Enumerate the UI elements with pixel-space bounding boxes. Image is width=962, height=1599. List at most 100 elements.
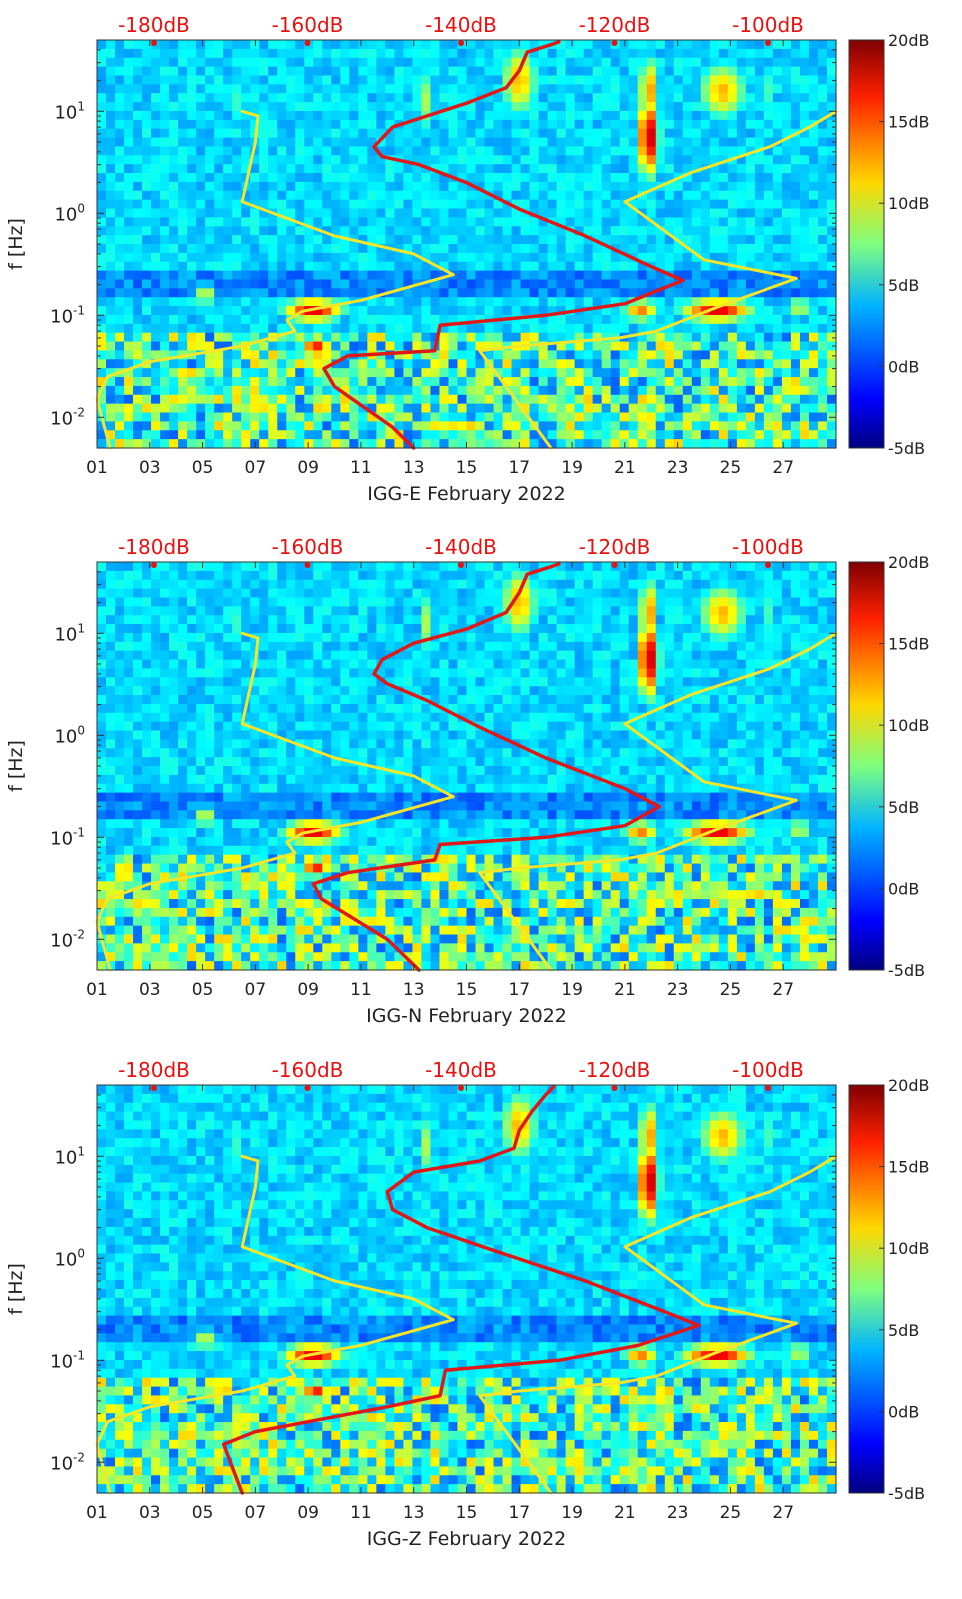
heatmap-cell [394,261,405,272]
heatmap-cell [223,757,233,767]
heatmap-cell [412,359,423,369]
heatmap-cell [790,270,801,281]
heatmap-cell [151,368,161,378]
heatmap-cell [826,421,837,431]
heatmap-cell [169,579,179,590]
heatmap-cell [583,66,594,77]
heatmap-cell [646,323,657,334]
heatmap-cell [277,801,287,811]
heatmap-cell [232,721,242,732]
heatmap-cell [565,110,576,121]
heatmap-cell [349,66,359,77]
heatmap-cell [169,252,179,263]
heatmap-cell [502,110,513,121]
heatmap-cell [97,439,107,449]
heatmap-cell [214,748,224,758]
heatmap-cell [196,261,206,272]
heatmap-cell [556,146,567,156]
heatmap-cell [313,297,323,307]
heatmap-cell [817,181,828,192]
heatmap-cell [376,288,386,298]
heatmap-cell [241,359,251,369]
heatmap-cell [610,146,621,156]
heatmap-cell [286,641,296,652]
heatmap-cell [241,934,251,944]
heatmap-cell [241,93,251,103]
heatmap-cell [781,110,792,121]
heatmap-cell [700,332,711,343]
heatmap-cell [421,57,432,68]
heatmap-cell [151,439,161,449]
heatmap-cell [763,66,774,77]
heatmap-cell [808,252,819,263]
heatmap-cell [160,943,170,953]
heatmap-cell [754,57,765,68]
heatmap-cell [808,102,819,112]
heatmap-cell [826,244,837,254]
heatmap-cell [610,288,621,298]
heatmap-cell [169,686,179,696]
heatmap-cell [151,110,161,121]
heatmap-cell [601,93,612,103]
heatmap-cell [106,854,116,865]
heatmap-cell [610,341,621,352]
heatmap-cell [349,75,359,85]
heatmap-cell [799,128,810,139]
heatmap-cell [214,190,224,201]
heatmap-cell [169,792,179,803]
heatmap-cell [223,368,233,378]
heatmap-cell [295,588,305,599]
heatmap-cell [403,146,414,156]
heatmap-cell [304,155,314,165]
heatmap-cell [439,93,450,103]
heatmap-cell [133,173,143,183]
heatmap-cell [826,385,837,396]
heatmap-cell [124,385,134,396]
heatmap-cell [430,102,441,112]
heatmap-cell [691,350,702,360]
heatmap-cell [133,84,143,94]
heatmap-cell [799,261,810,272]
heatmap-cell [574,279,585,289]
heatmap-cell [178,306,188,316]
heatmap-cell [277,359,287,369]
heatmap-cell [223,48,233,59]
heatmap-cell [556,252,567,263]
heatmap-cell [151,828,161,838]
heatmap-cell [628,110,639,121]
heatmap-cell [214,828,224,838]
heatmap-cell [286,757,296,767]
heatmap-cell [673,288,684,298]
heatmap-cell [385,314,395,325]
heatmap-cell [556,75,567,85]
heatmap-cell [169,899,179,909]
heatmap-cell [331,403,341,414]
heatmap-cell [286,137,296,148]
heatmap-cell [799,173,810,183]
heatmap-cell [241,792,251,803]
heatmap-cell [376,403,386,414]
heatmap-cell [340,119,350,130]
heatmap-cell [709,48,720,59]
heatmap-cell [772,226,783,236]
heatmap-cell [538,40,549,50]
heatmap-cell [223,155,233,165]
heatmap-cell [547,421,558,431]
heatmap-cell [232,641,242,652]
heatmap-cell [178,270,188,281]
heatmap-cell [646,226,657,236]
heatmap-cell [718,403,729,414]
heatmap-cell [790,208,801,218]
heatmap-cell [493,235,504,245]
heatmap-cell [367,199,377,210]
heatmap-cell [106,421,116,431]
heatmap-cell [709,235,720,245]
heatmap-cell [601,48,612,59]
heatmap-cell [529,119,540,130]
heatmap-cell [763,350,774,360]
heatmap-cell [205,712,215,723]
heatmap-cell [277,819,287,829]
heatmap-cell [529,181,540,192]
heatmap-cell [133,403,143,414]
heatmap-cell [178,783,188,794]
